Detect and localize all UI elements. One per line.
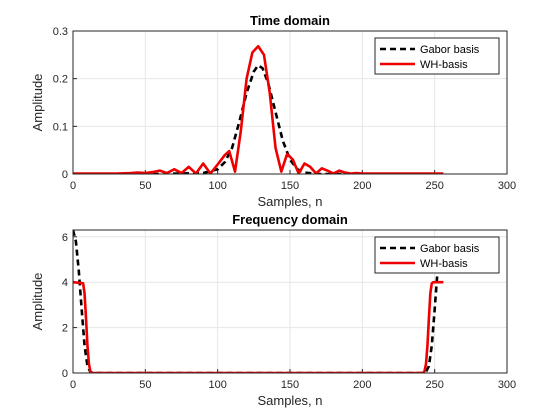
axes-frame: [72, 229, 508, 374]
chart-title: Time domain: [250, 13, 330, 28]
x-tick-label: 200: [353, 379, 371, 391]
x-axis-label: Samples, n: [257, 393, 322, 408]
series-line-gabor-basis: [73, 230, 445, 373]
series-line-wh-basis: [73, 280, 444, 373]
x-tick-label: 300: [498, 379, 516, 391]
legend-label: WH-basis: [420, 258, 468, 270]
legend-label: Gabor basis: [420, 243, 480, 255]
series-line-wh-basis: [73, 44, 444, 174]
chart-panel-1: 0 50 100 150 200 250 300 0 0.1 0.2 0.3 Time domain S…: [30, 13, 516, 209]
y-tick-label: 0.1: [53, 121, 68, 133]
y-tick-label: 0.2: [53, 74, 68, 86]
y-tick-label: 0.3: [53, 26, 68, 38]
x-tick-label: 300: [498, 180, 516, 192]
x-tick-label: 0: [70, 180, 76, 192]
y-axis-label: Amplitude: [30, 273, 45, 331]
x-tick-label: 50: [139, 180, 151, 192]
legend-label: Gabor basis: [420, 44, 480, 56]
x-tick-label: 150: [281, 180, 299, 192]
legend: Gabor basis WH-basis: [374, 37, 500, 75]
x-axis-label: Samples, n: [257, 194, 322, 209]
y-tick-label: 6: [62, 232, 68, 244]
chart-panel-2: 0 50 100 150 200 250 300 0 2 4 6 Frequency domain Sa…: [30, 212, 516, 408]
axes-frame: [72, 30, 508, 175]
x-tick-label: 200: [353, 180, 371, 192]
x-tick-label: 100: [208, 180, 226, 192]
legend-label: WH-basis: [420, 59, 468, 71]
y-tick-label: 4: [62, 277, 68, 289]
legend-box: [374, 236, 500, 274]
legend: Gabor basis WH-basis: [374, 236, 500, 274]
y-tick-label: 2: [62, 323, 68, 335]
x-tick-label: 150: [281, 379, 299, 391]
x-tick-label: 250: [425, 379, 443, 391]
y-axis-label: Amplitude: [30, 74, 45, 132]
x-tick-label: 50: [139, 379, 151, 391]
chart-title: Frequency domain: [232, 212, 348, 227]
y-tick-label: 0: [62, 169, 68, 181]
x-tick-label: 0: [70, 379, 76, 391]
series-line-gabor-basis: [73, 64, 444, 174]
x-tick-label: 250: [425, 180, 443, 192]
x-tick-label: 100: [208, 379, 226, 391]
legend-box: [374, 37, 500, 75]
y-tick-label: 0: [62, 368, 68, 380]
